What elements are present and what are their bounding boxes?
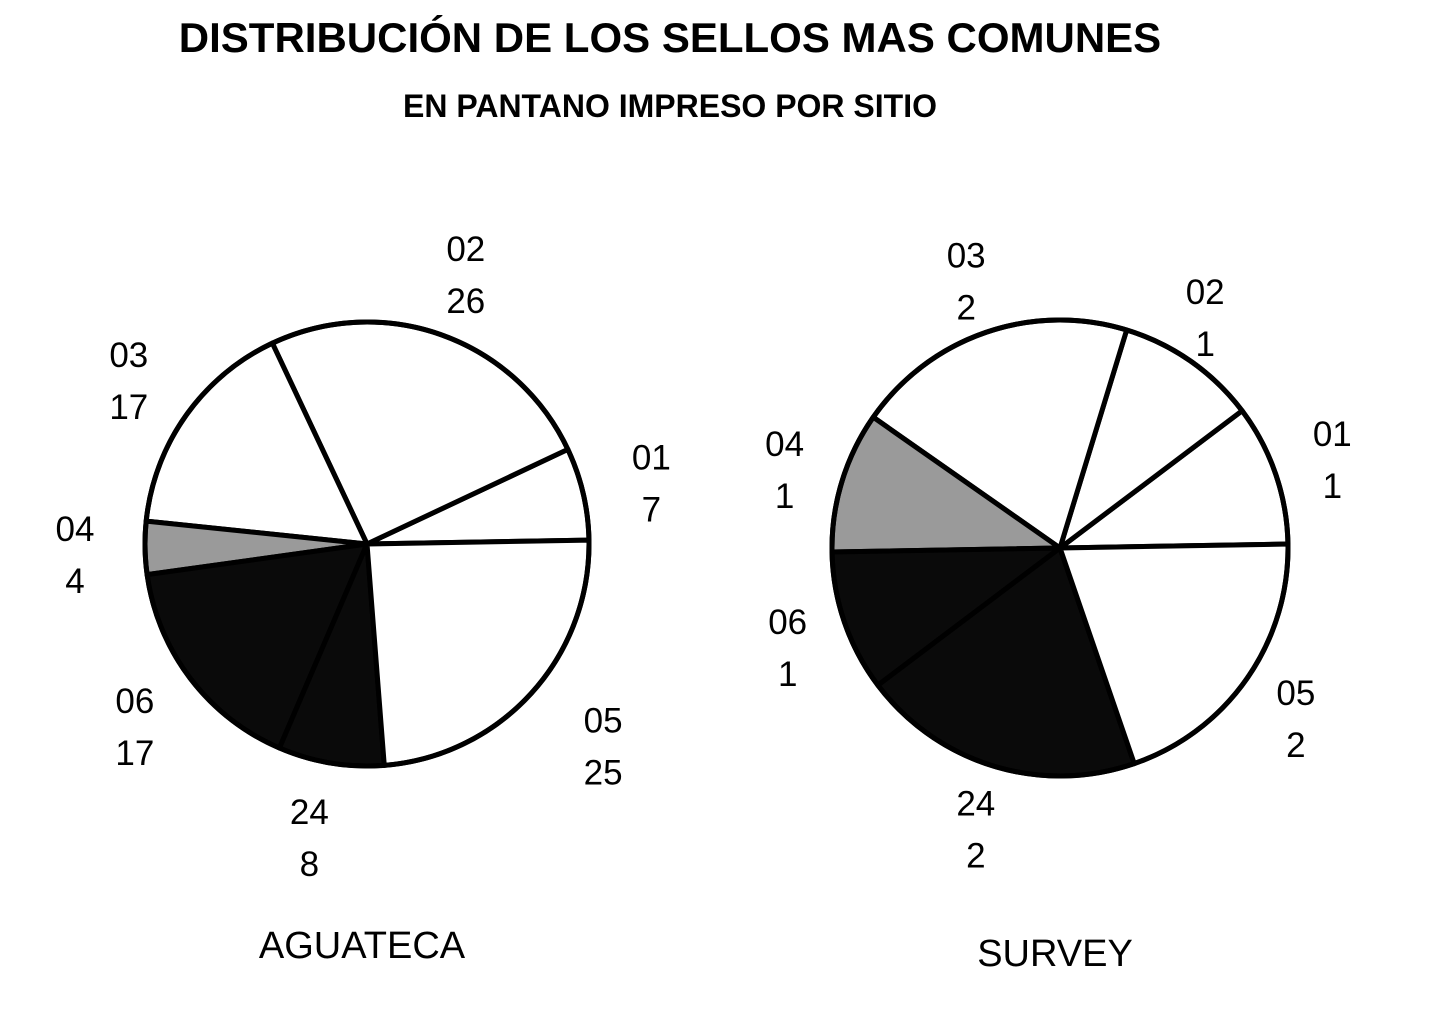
slice-value-03: 2 <box>956 289 975 328</box>
slice-label-05: 05 <box>584 701 623 740</box>
slice-label-04: 04 <box>56 510 95 549</box>
slice-value-02: 1 <box>1195 325 1214 364</box>
slice-label-06: 06 <box>115 682 154 721</box>
chart-title: DISTRIBUCIÓN DE LOS SELLOS MAS COMUNES <box>178 14 1162 61</box>
chart-subtitle: EN PANTANO IMPRESO POR SITIO <box>403 88 937 124</box>
pie-outline <box>142 319 592 769</box>
slice-label-01: 01 <box>1313 415 1352 454</box>
slice-label-01: 01 <box>632 439 671 478</box>
slice-value-24: 2 <box>966 836 985 875</box>
slice-label-02: 02 <box>446 230 485 269</box>
slice-label-03: 03 <box>947 237 986 276</box>
pie-title: SURVEY <box>977 933 1133 975</box>
slice-value-05: 25 <box>584 753 623 792</box>
pie-survey: 01 1 02 1 03 2 04 1 06 1 24 2 05 2 SURVEY <box>765 237 1352 975</box>
slice-value-04: 1 <box>775 477 794 516</box>
pie-slice-05 <box>364 537 592 768</box>
slice-value-06: 1 <box>778 655 797 694</box>
slice-value-06: 17 <box>115 734 154 773</box>
slice-label-02: 02 <box>1186 273 1225 312</box>
slice-label-04: 04 <box>765 425 804 464</box>
slice-label-24: 24 <box>290 793 329 832</box>
slice-label-05: 05 <box>1276 674 1315 713</box>
slice-value-03: 17 <box>109 388 148 427</box>
pie-title: AGUATECA <box>259 925 466 967</box>
slice-value-01: 1 <box>1323 467 1342 506</box>
slice-label-03: 03 <box>109 336 148 375</box>
pie-outline <box>829 317 1291 779</box>
slice-value-04: 4 <box>65 562 84 601</box>
slice-label-24: 24 <box>956 784 995 823</box>
slice-value-01: 7 <box>642 491 661 530</box>
slice-value-05: 2 <box>1286 726 1305 765</box>
slice-value-24: 8 <box>300 845 319 884</box>
pie-aguateca: 01 7 02 26 03 17 04 4 06 17 24 8 05 25 AGUATECA <box>56 230 671 967</box>
slice-value-02: 26 <box>446 282 485 321</box>
slice-label-06: 06 <box>768 603 807 642</box>
